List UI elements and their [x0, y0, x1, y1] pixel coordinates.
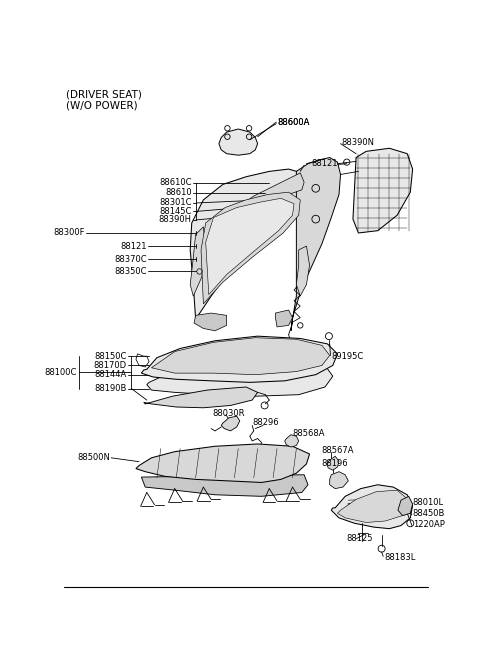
Text: 88190B: 88190B — [94, 384, 127, 393]
Text: 88301C: 88301C — [159, 199, 192, 207]
Text: 88125: 88125 — [347, 534, 373, 543]
Polygon shape — [398, 497, 413, 515]
Text: 88600A: 88600A — [277, 117, 310, 127]
Polygon shape — [276, 310, 292, 327]
Text: 88500N: 88500N — [77, 454, 110, 462]
Polygon shape — [144, 387, 258, 408]
Polygon shape — [219, 129, 258, 155]
Polygon shape — [190, 227, 206, 296]
Text: 88196: 88196 — [321, 459, 348, 468]
Polygon shape — [147, 358, 333, 396]
Text: 88370C: 88370C — [114, 255, 147, 264]
Text: 88450B: 88450B — [413, 509, 445, 518]
Text: 88390H: 88390H — [159, 215, 192, 224]
Polygon shape — [194, 313, 227, 331]
Text: 88300F: 88300F — [53, 229, 85, 238]
Text: 88145C: 88145C — [159, 207, 192, 216]
Polygon shape — [136, 444, 310, 482]
Polygon shape — [330, 472, 348, 488]
Text: 88121: 88121 — [120, 242, 147, 250]
Ellipse shape — [224, 134, 253, 150]
Text: 1220AP: 1220AP — [413, 520, 444, 529]
Text: 88567A: 88567A — [321, 446, 354, 455]
Text: 88121: 88121 — [311, 159, 337, 168]
Text: 88600A: 88600A — [277, 117, 310, 127]
Polygon shape — [296, 246, 310, 296]
Text: 88010L: 88010L — [413, 498, 444, 507]
Text: 88030R: 88030R — [213, 409, 245, 417]
Text: 88144A: 88144A — [95, 370, 127, 379]
Polygon shape — [353, 148, 413, 233]
Polygon shape — [211, 173, 304, 235]
Polygon shape — [221, 416, 240, 431]
Polygon shape — [285, 435, 299, 447]
Polygon shape — [142, 475, 308, 497]
Text: 88296: 88296 — [252, 418, 279, 427]
Polygon shape — [326, 456, 339, 470]
Text: 88170D: 88170D — [94, 361, 127, 370]
Polygon shape — [152, 338, 330, 374]
Text: 88183L: 88183L — [384, 554, 415, 562]
Text: 88610: 88610 — [165, 189, 192, 197]
Polygon shape — [337, 490, 409, 523]
Polygon shape — [291, 158, 340, 331]
Text: 88100C: 88100C — [44, 368, 76, 377]
Text: 89195C: 89195C — [331, 352, 363, 361]
Polygon shape — [190, 169, 306, 319]
Text: 88390N: 88390N — [341, 138, 374, 147]
Polygon shape — [331, 484, 413, 529]
Polygon shape — [142, 336, 337, 382]
Polygon shape — [201, 192, 300, 304]
Text: (DRIVER SEAT): (DRIVER SEAT) — [66, 89, 142, 99]
Text: 88568A: 88568A — [292, 429, 325, 437]
Polygon shape — [206, 199, 294, 295]
Text: 88350C: 88350C — [114, 267, 147, 276]
Text: 88150C: 88150C — [94, 352, 127, 361]
Text: 88610C: 88610C — [159, 178, 192, 187]
Text: (W/O POWER): (W/O POWER) — [66, 100, 138, 110]
